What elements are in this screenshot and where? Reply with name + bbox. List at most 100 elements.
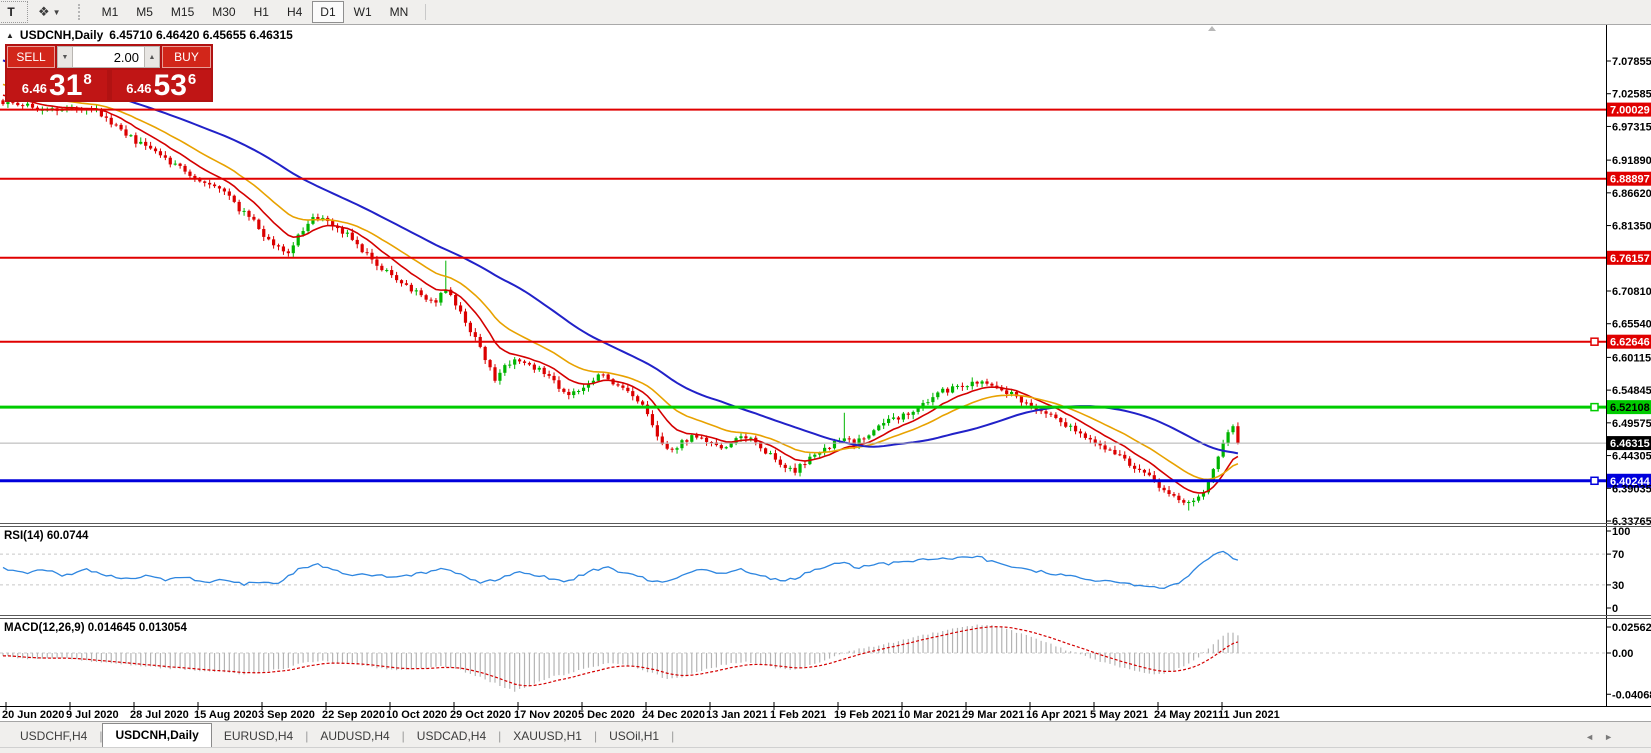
price-axis-tick-label: 6.54845 [1612,385,1651,397]
time-axis-label: 20 Jun 2020 [2,709,64,721]
chart-tab-USDCHF-H4[interactable]: USDCHF,H4 [20,729,88,743]
timeframe-button-W1[interactable]: W1 [353,5,372,19]
volume-control: ▼ ▲ [57,46,160,68]
line-drag-handle[interactable] [1590,476,1599,486]
timeframe-button-M1[interactable]: M1 [101,5,119,19]
sell-price-pip: 8 [83,71,92,88]
rsi-pane[interactable]: RSI(14) 60.0744 [0,530,1606,589]
macd-axis-tick-label: -0.040687 [1612,689,1651,701]
price-level-label: 6.76157 [1610,253,1650,265]
collapse-panel-icon[interactable]: ▲ [6,30,14,40]
time-axis-label: 29 Mar 2021 [962,709,1024,721]
time-axis-label: 10 Mar 2021 [898,709,960,721]
time-axis-label: 24 Dec 2020 [642,709,705,721]
level-line-6.52108[interactable] [0,402,1606,412]
time-axis-label: 15 Aug 2020 [194,709,258,721]
timeframe-button-M30[interactable]: M30 [212,5,236,19]
level-line-6.40244[interactable] [0,476,1606,486]
price-axis-tick-label: 6.91890 [1612,155,1651,167]
tab-separator: | [498,729,502,743]
rsi-axis-tick-label: 100 [1612,526,1630,538]
time-axis-label: 1 Feb 2021 [770,709,826,721]
chart-tab-EURUSD-H4[interactable]: EURUSD,H4 [223,729,294,743]
tab-separator: | [99,729,103,743]
buy-button[interactable]: BUY [162,46,211,68]
time-axis-label: 16 Apr 2021 [1026,709,1087,721]
macd-indicator-label: MACD(12,26,9) 0.014645 0.013054 [4,622,187,634]
time-axis-label: 10 Oct 2020 [386,709,447,721]
chart-tab-USOil-H1[interactable]: USOil,H1 [609,729,660,743]
price-level-label: 6.46315 [1610,438,1650,450]
chart-tab-USDCAD-H4[interactable]: USDCAD,H4 [416,729,487,743]
price-axis-tick-label: 6.44305 [1612,451,1651,463]
rsi-indicator-label: RSI(14) 60.0744 [4,530,89,542]
time-axis-label: 22 Sep 2020 [322,709,385,721]
pane-scroll-up-icon[interactable] [1208,26,1216,31]
toolbar: T ❖ ▼ M1 M5 M15 M30 H1 H4 D1 W1 MN [0,0,1651,25]
price-axis-tick-label: 6.70810 [1612,286,1651,298]
price-axis-tick-label: 6.60115 [1612,352,1651,364]
candlestick-chart-pane[interactable] [1,59,1240,511]
line-drag-handle[interactable] [1590,337,1599,346]
chart-title-row: ▲ USDCNH,Daily 6.45710 6.46420 6.45655 6… [6,28,293,42]
macd-pane[interactable]: MACD(12,26,9) 0.014645 0.013054 [0,622,1606,692]
moving-averages [2,59,1239,494]
price-axis-tick-label: 6.49575 [1612,418,1651,430]
rsi-axis-tick-label: 70 [1612,549,1624,561]
macd-axis-tick-label: 0.025623 [1612,622,1651,634]
sell-button[interactable]: SELL [7,46,55,68]
sell-price-display[interactable]: 6.46 31 8 [7,70,107,101]
time-axis-label: 9 Jul 2020 [66,709,119,721]
tab-separator: | [671,729,675,743]
tabs-scroll-left-icon[interactable]: ◄ [1585,732,1595,742]
buy-price-main: 53 [153,69,187,102]
chart-tab-AUDUSD-H4[interactable]: AUDUSD,H4 [320,729,390,743]
symbol-period-label: USDCNH,Daily [19,28,104,42]
one-click-trading-panel: SELL ▼ ▲ BUY 6.46 31 8 6.46 53 6 [5,44,213,102]
timeframe-button-group: M1 M5 M15 M30 H1 H4 D1 W1 MN [93,1,418,23]
timeframe-button-MN[interactable]: MN [389,5,409,19]
volume-increase-button[interactable]: ▲ [144,46,160,68]
toolbar-grip[interactable] [77,4,87,20]
price-axis-tick-label: 6.86620 [1612,188,1651,200]
time-axis-label: 29 Oct 2020 [450,709,511,721]
volume-decrease-button[interactable]: ▼ [57,46,73,68]
rsi-axis-tick-label: 30 [1612,580,1624,592]
text-tool-button[interactable]: T [0,1,28,23]
tab-separator: | [401,729,405,743]
horizontal-level-lines[interactable] [0,108,1606,486]
level-line-6.62646[interactable] [0,337,1606,346]
timeframe-button-H1[interactable]: H1 [253,5,269,19]
chart-tab-USDCNH-Daily[interactable]: USDCNH,Daily [102,723,212,748]
time-axis-label: 5 May 2021 [1090,709,1148,721]
status-strip [0,747,1651,753]
timeframe-button-M15[interactable]: M15 [170,5,195,19]
tabs-scroll-right-icon[interactable]: ► [1604,732,1613,742]
time-axis-label: 13 Jan 2021 [706,709,768,721]
chart-axes: 7.000296.888976.761576.626466.521086.463… [0,24,1651,721]
price-axis-tick-label: 7.07855 [1612,56,1651,68]
cursor-tool-button[interactable]: ❖ ▼ [30,1,69,23]
timeframe-button-H4[interactable]: H4 [286,5,303,19]
tab-separator: | [593,729,598,743]
toolbar-separator [425,4,427,20]
price-level-label: 6.40244 [1610,476,1651,488]
candlestick-series [1,98,1240,511]
price-axis-tick-label: 6.97315 [1612,121,1651,133]
tab-separator: | [305,729,309,743]
timeframe-button-D1[interactable]: D1 [312,1,344,23]
time-axis-label: 5 Dec 2020 [578,709,635,721]
price-axis-tick-label: 6.81350 [1612,221,1651,233]
buy-price-prefix: 6.46 [126,81,152,96]
line-drag-handle[interactable] [1590,402,1599,412]
buy-price-pip: 6 [187,71,197,88]
price-level-label: 6.88897 [1610,174,1650,186]
buy-price-display[interactable]: 6.46 53 6 [111,69,211,102]
volume-input[interactable] [73,46,144,68]
timeframe-button-M5[interactable]: M5 [136,5,153,19]
chart-tab-XAUUSD-H1[interactable]: XAUUSD,H1 [513,729,582,743]
chevron-down-icon[interactable]: ▼ [52,7,61,17]
